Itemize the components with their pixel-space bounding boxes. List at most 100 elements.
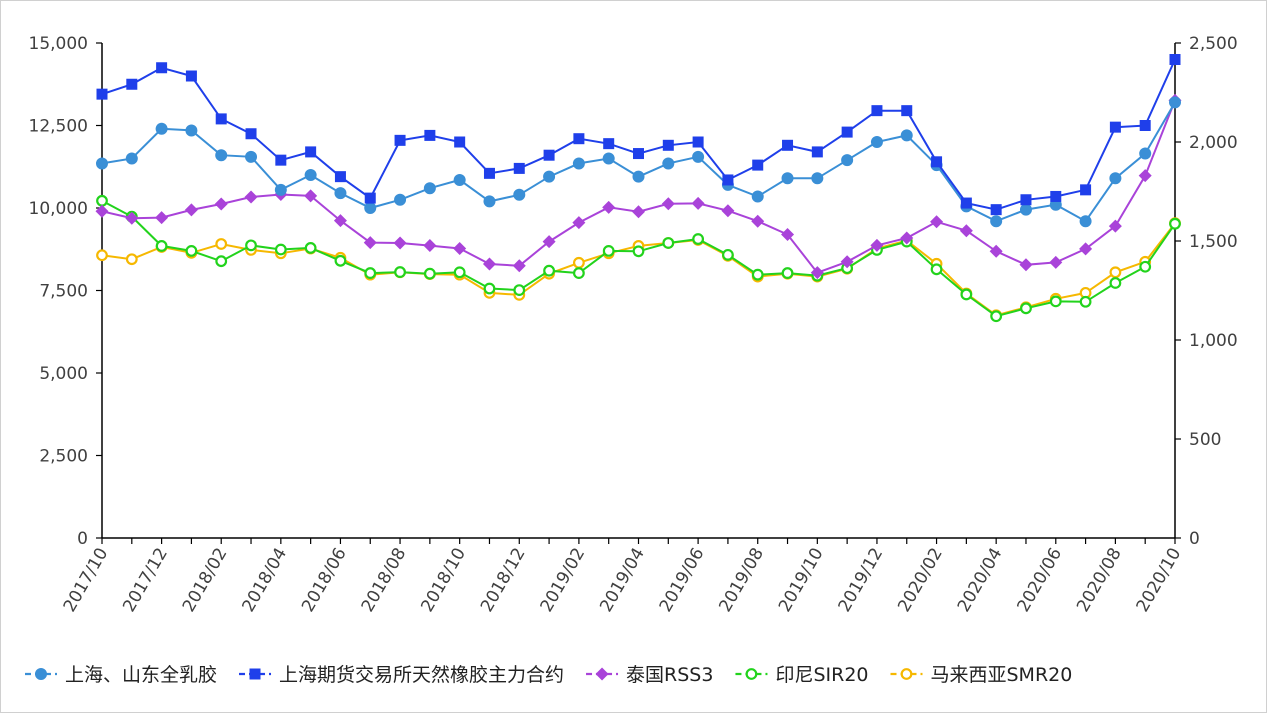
data-point: [215, 113, 227, 125]
data-point: [155, 211, 169, 225]
data-point: [722, 174, 734, 186]
data-point: [990, 310, 1003, 323]
right-tick-label: 0: [1189, 529, 1200, 549]
data-point: [1019, 203, 1032, 216]
data-point: [424, 129, 436, 141]
right-tick-label: 2,500: [1189, 34, 1238, 54]
data-point: [274, 243, 287, 256]
data-point: [542, 235, 556, 249]
data-point: [453, 266, 466, 279]
x-tick-label: 2019/10: [775, 545, 828, 616]
data-point: [573, 133, 585, 145]
legend-label: 上海、山东全乳胶: [65, 664, 217, 686]
series-line: [101, 59, 1176, 211]
data-point: [692, 136, 704, 148]
data-point: [662, 157, 675, 170]
data-point: [394, 266, 406, 278]
data-point: [572, 267, 585, 279]
data-point: [1050, 190, 1062, 202]
data-point: [840, 255, 854, 269]
data-point: [632, 205, 645, 219]
legend-swatch-marker: [595, 667, 609, 681]
data-point: [453, 242, 467, 256]
left-tick-label: 15,000: [29, 34, 88, 54]
data-point: [1139, 120, 1151, 131]
data-point: [632, 245, 645, 258]
legend-item-2: 泰国RSS3: [586, 664, 713, 686]
left-tick-label: 0: [77, 529, 88, 549]
data-point: [363, 236, 377, 250]
right-tick-label: 1,500: [1189, 232, 1238, 252]
data-point: [543, 264, 555, 277]
data-point: [960, 197, 972, 209]
x-tick-label: 2020/10: [1133, 545, 1186, 616]
data-point: [155, 122, 168, 135]
data-point: [304, 242, 317, 254]
data-point: [1138, 169, 1152, 183]
data-point: [1108, 219, 1122, 233]
data-point: [543, 149, 555, 161]
data-point: [96, 194, 108, 207]
data-point: [423, 267, 436, 280]
data-point: [751, 190, 764, 203]
data-point: [185, 244, 198, 257]
data-point: [661, 197, 675, 211]
x-tick-label: 2020/04: [954, 545, 1007, 616]
right-tick-label: 2,000: [1189, 133, 1238, 153]
data-point: [334, 254, 347, 267]
data-point: [483, 282, 496, 295]
data-point: [602, 152, 615, 165]
data-point: [304, 189, 318, 203]
data-point: [454, 136, 466, 148]
data-point: [482, 257, 496, 271]
legend-item-3: 印尼SIR20: [735, 664, 869, 686]
data-point: [841, 126, 853, 138]
legend-item-1: 上海期货交易所天然橡胶主力合约: [239, 664, 564, 686]
data-point: [245, 150, 258, 163]
data-point: [870, 136, 883, 148]
data-point: [602, 244, 615, 257]
data-point: [96, 157, 108, 170]
data-point: [989, 244, 1003, 258]
data-point: [810, 266, 824, 280]
left-tick-label: 7,500: [39, 282, 88, 302]
data-point: [333, 214, 347, 228]
data-point: [931, 156, 943, 168]
x-tick-label: 2019/12: [835, 545, 888, 616]
series-4: [96, 217, 1181, 322]
data-point: [871, 105, 883, 117]
data-point: [691, 196, 705, 210]
x-tick-label: 2018/02: [179, 545, 232, 616]
data-point: [95, 204, 109, 218]
data-point: [334, 187, 347, 200]
data-point: [1109, 172, 1122, 185]
data-point: [96, 249, 108, 262]
x-tick-label: 2019/02: [537, 545, 590, 616]
data-point: [184, 203, 198, 217]
x-tick-label: 2017/12: [119, 545, 172, 616]
data-point: [1049, 295, 1062, 308]
data-point: [126, 78, 138, 90]
right-tick-label: 1,000: [1189, 331, 1238, 351]
x-tick-label: 2018/10: [417, 545, 470, 616]
x-tick-label: 2018/04: [239, 545, 292, 616]
data-point: [1019, 258, 1033, 272]
legend-label: 泰国RSS3: [626, 664, 713, 686]
data-point: [334, 171, 346, 183]
data-point: [1169, 96, 1181, 109]
legend-swatch-marker: [900, 668, 913, 680]
legend-item-0: 上海、山东全乳胶: [25, 664, 217, 686]
legend-swatch-marker: [745, 668, 758, 680]
data-point: [1079, 242, 1093, 256]
data-point: [811, 146, 823, 158]
data-point: [602, 200, 616, 214]
data-point: [721, 204, 735, 218]
data-point: [513, 162, 525, 174]
data-point: [394, 134, 406, 146]
data-point: [1020, 194, 1032, 206]
x-tick-label: 2018/08: [358, 545, 411, 616]
data-point: [244, 190, 258, 204]
data-point: [930, 215, 944, 229]
data-point: [305, 146, 317, 158]
